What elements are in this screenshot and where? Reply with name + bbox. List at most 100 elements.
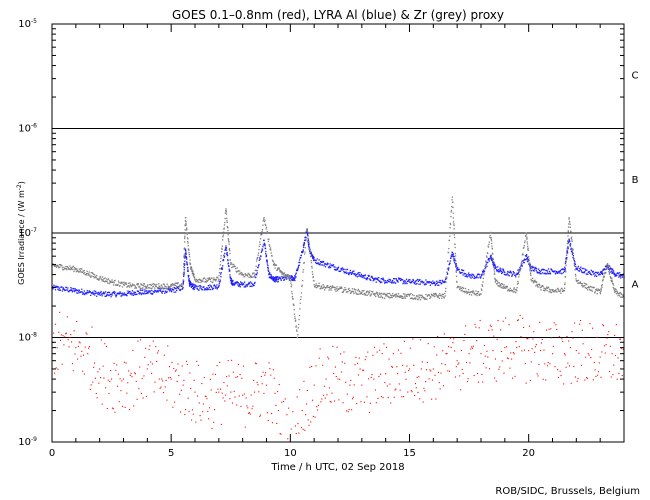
data-point [383, 280, 385, 282]
data-point [503, 286, 506, 288]
data-point [255, 363, 257, 365]
data-point [186, 264, 189, 266]
data-point [234, 265, 236, 268]
data-point [184, 224, 186, 226]
data-point [109, 282, 111, 284]
data-point [67, 266, 69, 269]
data-point [433, 346, 435, 348]
data-point [218, 282, 221, 284]
data-point [496, 279, 498, 282]
data-point [265, 224, 267, 226]
data-point [612, 270, 615, 272]
data-point [615, 275, 617, 277]
data-point [111, 279, 113, 281]
data-point [570, 237, 572, 239]
data-point [311, 254, 313, 256]
data-point [437, 371, 439, 373]
data-point [612, 374, 614, 376]
data-point [456, 281, 458, 283]
data-point [566, 242, 569, 245]
data-point [215, 287, 218, 289]
data-point [610, 279, 612, 282]
data-point [380, 278, 382, 280]
data-point [433, 294, 435, 296]
data-point [452, 221, 455, 223]
data-point [78, 341, 80, 343]
data-point [139, 286, 141, 288]
data-point [602, 276, 605, 278]
data-point [354, 291, 357, 293]
data-point [82, 370, 84, 372]
data-point [58, 266, 60, 269]
data-point [604, 268, 606, 271]
data-point [571, 250, 573, 252]
data-point [196, 287, 198, 289]
data-point [295, 272, 297, 274]
data-point [250, 276, 252, 279]
data-point [280, 271, 282, 274]
data-point [218, 274, 220, 277]
data-point [315, 287, 318, 289]
data-point [52, 288, 54, 290]
data-point [603, 276, 605, 278]
data-point [494, 273, 496, 275]
data-point [377, 293, 379, 296]
data-point [601, 285, 603, 287]
data-point [88, 347, 90, 349]
data-point [83, 269, 85, 272]
data-point [183, 256, 185, 258]
y-axis-label-close: ) [17, 181, 26, 184]
data-point [85, 332, 87, 334]
data-point [259, 243, 261, 246]
data-point [466, 276, 469, 278]
data-point [606, 263, 608, 266]
data-point [546, 289, 548, 292]
data-point [233, 390, 235, 392]
data-point [265, 226, 268, 229]
data-point [157, 286, 159, 288]
data-point [303, 380, 305, 382]
data-point [366, 294, 368, 296]
data-point [388, 281, 391, 283]
data-point [558, 272, 561, 274]
data-point [63, 288, 65, 290]
data-point [153, 283, 155, 285]
data-point [444, 281, 446, 283]
data-point [348, 287, 350, 290]
data-point [185, 360, 188, 362]
data-point [468, 273, 471, 276]
data-point [103, 292, 106, 294]
data-point [80, 271, 82, 273]
data-point [370, 376, 372, 378]
data-point [584, 284, 586, 287]
data-point [408, 295, 411, 297]
data-point [363, 277, 365, 279]
data-point [270, 277, 272, 279]
data-point [592, 271, 594, 273]
data-point [130, 292, 133, 294]
data-point [423, 387, 425, 389]
data-point [160, 287, 162, 289]
data-point [436, 280, 438, 282]
data-point [561, 273, 563, 275]
data-point [601, 270, 603, 272]
data-point [391, 365, 393, 367]
data-point [152, 285, 154, 288]
data-point [599, 289, 601, 291]
data-point [72, 370, 74, 372]
data-point [443, 281, 445, 284]
data-point [415, 283, 417, 285]
data-point [565, 254, 568, 257]
data-point [334, 266, 336, 268]
data-point [597, 374, 599, 376]
data-point [157, 291, 159, 293]
data-point [314, 416, 316, 418]
data-point [568, 223, 570, 225]
data-point [575, 278, 577, 280]
data-point [166, 287, 168, 290]
data-point [217, 277, 219, 279]
data-point [499, 270, 501, 272]
data-point [296, 269, 299, 272]
data-point [589, 288, 591, 291]
data-point [315, 283, 317, 285]
